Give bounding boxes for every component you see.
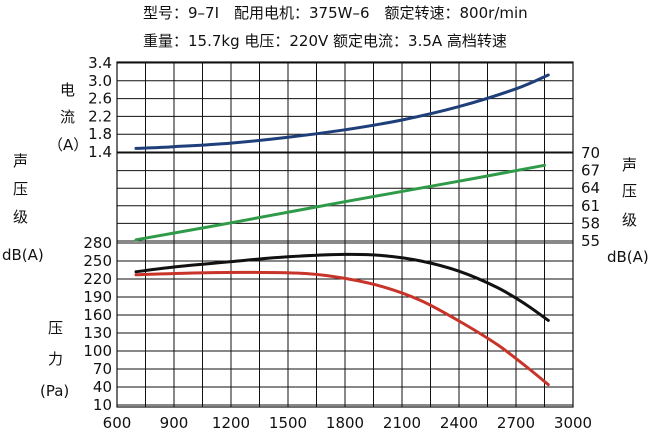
sound-right-label-2: 压 xyxy=(622,182,637,200)
pressure-tick-label: 190 xyxy=(83,288,112,306)
sound-left-label-3: 级 xyxy=(13,208,28,226)
sound-tick-label: 61 xyxy=(581,197,600,215)
sound-left-label-2: 压 xyxy=(13,180,28,198)
chart-series xyxy=(134,73,550,387)
spec-line-1: 型号：9–7Ⅰ 配用电机：375W–6 额定转速：800r/min xyxy=(143,4,528,22)
pressure-tick-label: 100 xyxy=(83,342,112,360)
current-axis-label-3: （A） xyxy=(48,136,88,154)
series-line-sound xyxy=(134,163,546,242)
current-axis-label-1: 电 xyxy=(60,81,75,99)
current-tick-label: 3.0 xyxy=(88,72,112,90)
current-tick-label: 1.8 xyxy=(88,125,112,143)
pressure-axis-label-2: 力 xyxy=(48,350,63,368)
current-tick-label: 1.4 xyxy=(88,143,112,161)
x-tick-label: 2400 xyxy=(440,414,478,432)
sound-tick-label: 58 xyxy=(581,214,600,232)
pressure-tick-label: 280 xyxy=(83,234,112,252)
sound-tick-label: 67 xyxy=(581,162,600,180)
pressure-tick-label: 160 xyxy=(83,306,112,324)
series-line-pressure-red xyxy=(134,270,550,387)
x-tick-label: 900 xyxy=(160,414,189,432)
sound-right-label-4: dB(A) xyxy=(607,248,649,266)
chart-grid xyxy=(116,62,574,407)
pressure-tick-label: 10 xyxy=(93,396,112,414)
series-line-pressure-black xyxy=(134,252,550,322)
x-tick-label: 1200 xyxy=(212,414,250,432)
spec-line-2: 重量：15.7kg 电压：220V 额定电流：3.5A 高档转速 xyxy=(143,32,507,50)
x-tick-label: 3000 xyxy=(554,414,592,432)
current-axis-ticks: 3.43.02.62.21.81.4 xyxy=(88,54,112,161)
sound-tick-label: 70 xyxy=(581,144,600,162)
pressure-tick-label: 40 xyxy=(93,378,112,396)
series-line-current xyxy=(134,73,550,150)
sound-tick-label: 64 xyxy=(581,179,600,197)
pressure-tick-label: 250 xyxy=(83,252,112,270)
plot-frame xyxy=(116,61,574,408)
current-tick-label: 3.4 xyxy=(88,54,112,72)
sound-left-label-4: dB(A) xyxy=(2,246,44,264)
x-tick-label: 1800 xyxy=(326,414,364,432)
sound-left-label-1: 声 xyxy=(13,152,28,170)
sound-tick-label: 55 xyxy=(581,232,600,250)
pressure-axis-label-1: 压 xyxy=(48,319,63,337)
current-tick-label: 2.2 xyxy=(88,107,112,125)
pressure-tick-label: 220 xyxy=(83,270,112,288)
x-tick-label: 2100 xyxy=(383,414,421,432)
pressure-axis-label-3: (Pa) xyxy=(40,382,69,400)
sound-right-label-3: 级 xyxy=(622,211,637,229)
current-axis-label-2: 流 xyxy=(60,108,75,126)
pressure-tick-label: 70 xyxy=(93,360,112,378)
current-tick-label: 2.6 xyxy=(88,90,112,108)
sound-right-label-1: 声 xyxy=(622,156,637,174)
x-tick-label: 1500 xyxy=(269,414,307,432)
x-tick-label: 600 xyxy=(103,414,132,432)
x-tick-label: 2700 xyxy=(497,414,535,432)
pressure-tick-label: 130 xyxy=(83,324,112,342)
x-axis-ticks: 600 900 1200 1500 1800 2100 2400 2700 3000 xyxy=(103,414,592,432)
